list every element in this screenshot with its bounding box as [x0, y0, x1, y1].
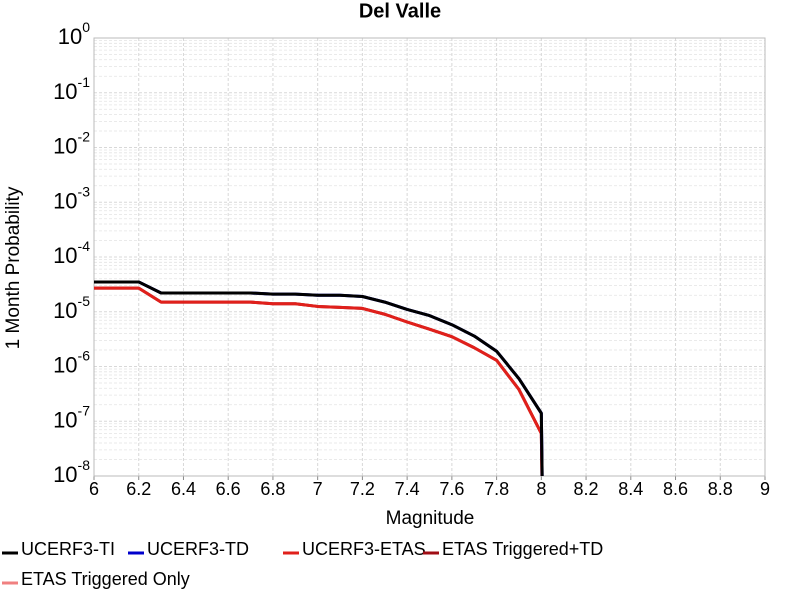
y-tick-label: 10-2 — [53, 128, 90, 158]
y-tick-label: 10-7 — [53, 402, 90, 432]
x-tick-label: 8.8 — [708, 479, 733, 499]
x-tick-label: 9 — [760, 479, 770, 499]
plot-lines — [94, 280, 544, 476]
series-line — [94, 286, 544, 476]
x-tick-label: 6.6 — [216, 479, 241, 499]
y-tick-label: 10-6 — [53, 347, 90, 377]
plot-frame — [93, 37, 766, 477]
x-tick-label: 8 — [536, 479, 546, 499]
x-tick-label: 6.4 — [171, 479, 196, 499]
y-tick-label: 10-1 — [53, 73, 90, 103]
y-tick-label: 10-5 — [53, 292, 90, 322]
legend-label: ETAS Triggered Only — [21, 569, 190, 589]
x-tick-label: 8.4 — [618, 479, 643, 499]
chart-title: Del Valle — [359, 0, 441, 22]
x-tick-label: 7 — [313, 479, 323, 499]
x-tick-label: 7.8 — [484, 479, 509, 499]
legend-label: UCERF3-ETAS — [302, 539, 426, 559]
y-axis-label: 1 Month Probability — [3, 186, 24, 349]
x-tick-label: 6 — [89, 479, 99, 499]
x-tick-label: 7.6 — [439, 479, 464, 499]
x-tick-label: 6.8 — [260, 479, 285, 499]
x-axis-label: Magnitude — [386, 508, 475, 529]
x-tick-label: 7.2 — [350, 479, 375, 499]
x-tick-label: 7.4 — [395, 479, 420, 499]
y-tick-label: 10-4 — [53, 238, 90, 268]
x-tick-label: 6.2 — [126, 479, 151, 499]
legend-label: UCERF3-TI — [21, 539, 115, 559]
series-line — [94, 280, 544, 476]
x-tick-label: 8.2 — [574, 479, 599, 499]
y-tick-label: 10-8 — [53, 457, 90, 487]
legend-label: UCERF3-TD — [147, 539, 249, 559]
legend-label: ETAS Triggered+TD — [442, 539, 603, 559]
x-tick-label: 8.6 — [663, 479, 688, 499]
y-tick-label: 100 — [58, 19, 90, 49]
y-tick-label: 10-3 — [53, 183, 90, 213]
